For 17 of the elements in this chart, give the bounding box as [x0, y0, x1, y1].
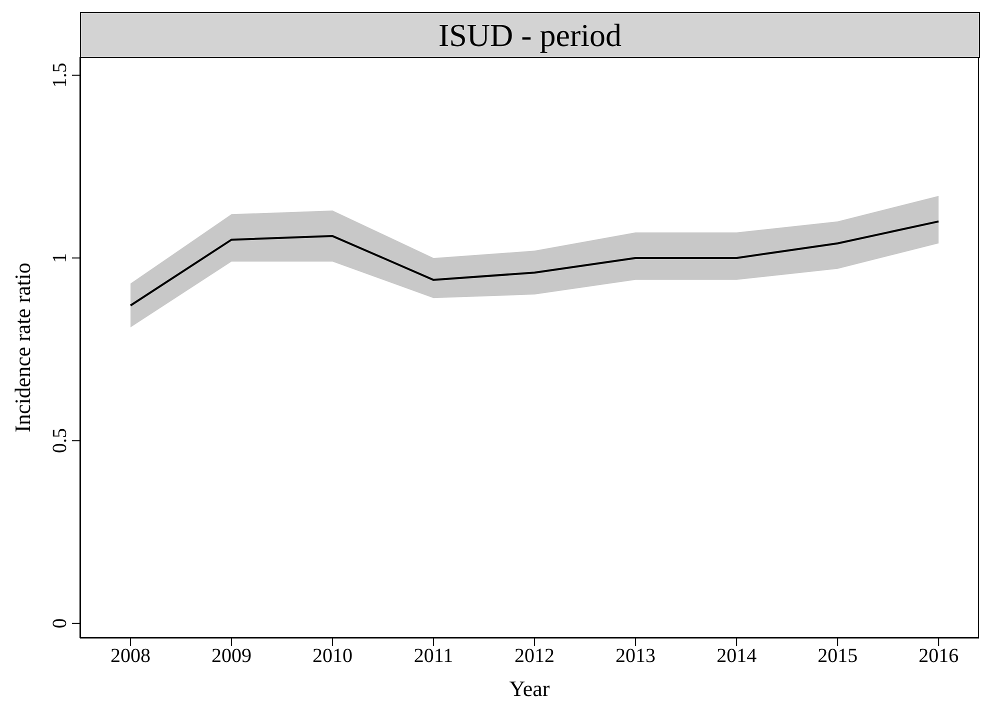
x-tick-label: 2011: [414, 645, 454, 668]
y-tick-label: 0: [49, 618, 71, 628]
x-tick-label: 2013: [616, 645, 656, 668]
y-tick-label: 1.5: [49, 62, 71, 88]
y-tick-label: 1: [49, 252, 71, 263]
chart-title: ISUD - period: [80, 12, 980, 58]
x-axis-title: Year: [509, 676, 550, 701]
x-tick-label: 2015: [818, 645, 858, 668]
x-tick-label: 2008: [110, 645, 151, 668]
y-axis-title: Incidence rate ratio: [10, 262, 35, 432]
x-tick-label: 2016: [918, 645, 959, 668]
x-tick-label: 2010: [312, 645, 353, 668]
x-tick-label: 2009: [212, 645, 252, 668]
x-tick-label: 2012: [514, 645, 555, 668]
line-series: [130, 220, 940, 306]
x-tick-label: 2014: [716, 645, 757, 668]
y-tick-label: 0.5: [49, 428, 71, 454]
